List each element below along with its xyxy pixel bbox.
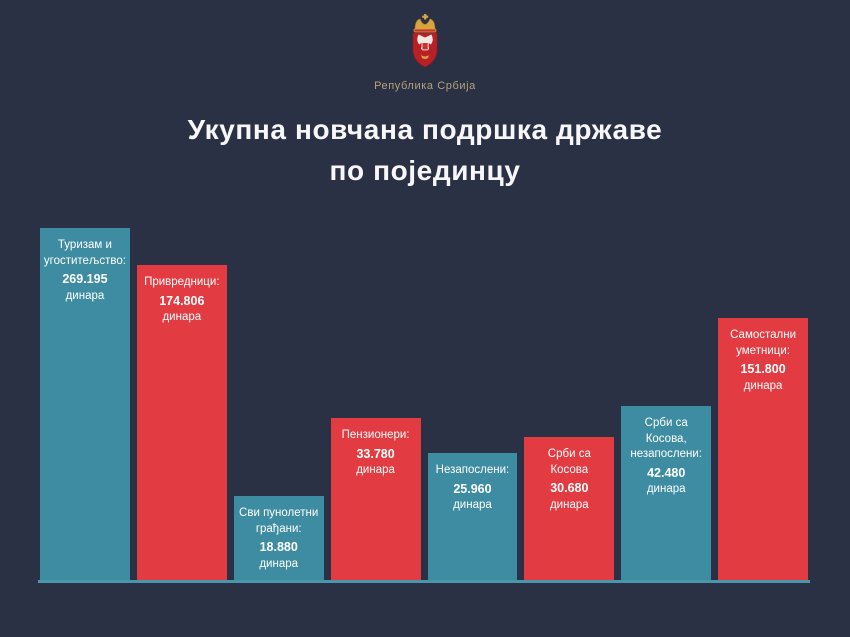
bar-unit: динара (162, 311, 202, 324)
bar-text: Срби са Косова 30.680 динара (524, 437, 614, 580)
bar-value: 174.806 (159, 293, 205, 308)
bar-serbs-from-kosovo-unemployed: Срби са Косова, незапослени: 42.480 дина… (621, 406, 712, 580)
bar-unemployed: Незапослени: 25.960 динара (427, 453, 518, 580)
bar-unit: динара (453, 499, 492, 512)
bar-text: Сви пунолетни грађани: 18.880 динара (234, 496, 324, 580)
bar-unit: динара (259, 557, 299, 570)
bar-value: 18.880 (259, 540, 298, 555)
bar-chart: Туризам и угоститељство: 269.195 динара … (40, 180, 808, 580)
bar-unit: динара (743, 379, 783, 392)
bar-value: 25.960 (453, 481, 492, 496)
bar-value: 33.780 (356, 446, 395, 461)
title-line-2: по појединцу (329, 154, 521, 186)
bar-value: 269.195 (62, 272, 108, 287)
bar-unit: динара (549, 498, 589, 511)
bar-label: Привредници: (144, 276, 220, 288)
bar-label: Незапослени: (435, 464, 510, 476)
bar-unit: динара (65, 289, 105, 302)
bar-value: 30.680 (550, 481, 589, 496)
bar-text: Незапослени: 25.960 динара (428, 453, 518, 580)
bar-text: Туризам и угоститељство: 269.195 динара (40, 228, 130, 580)
chart-baseline (38, 580, 810, 583)
bar-label: Пензионери: (341, 429, 410, 441)
bar-text: Пензионери: 33.780 динара (331, 418, 421, 580)
bar-tourism-hospitality: Туризам и угоститељство: 269.195 динара (40, 228, 130, 580)
bar-text: Самостални уметници: 151.800 динара (718, 318, 808, 580)
title-line-1: Укупна новчана подршка државе (187, 114, 663, 145)
bar-label: Сви пунолетни грађани: (239, 507, 319, 535)
page-title: Укупна новчана подршка државе по поједин… (0, 110, 850, 191)
header: Република Србија (0, 14, 850, 92)
bar-all-adult-citizens: Сви пунолетни грађани: 18.880 динара (233, 496, 324, 580)
bar-entrepreneurs: Привредници: 174.806 динара (136, 265, 227, 580)
serbia-coat-of-arms-icon (412, 14, 438, 68)
bar-value: 151.800 (740, 362, 786, 377)
bar-text: Срби са Косова, незапослени: 42.480 дина… (621, 406, 711, 580)
bar-pensioners: Пензионери: 33.780 динара (330, 418, 421, 580)
bar-value: 42.480 (647, 465, 686, 480)
bar-independent-artists: Самостални уметници: 151.800 динара (718, 318, 808, 580)
bar-text: Привредници: 174.806 динара (137, 265, 227, 580)
bar-label: Срби са Косова, незапослени: (630, 417, 702, 461)
bar-unit: динара (646, 483, 686, 496)
bar-serbs-from-kosovo: Срби са Косова 30.680 динара (524, 437, 615, 580)
bar-label: Туризам и угоститељство: (43, 239, 126, 267)
country-label: Република Србија (374, 80, 476, 92)
bar-unit: динара (356, 464, 395, 477)
bar-label: Самостални уметници: (730, 329, 797, 357)
bar-label: Срби са Косова (547, 448, 591, 476)
